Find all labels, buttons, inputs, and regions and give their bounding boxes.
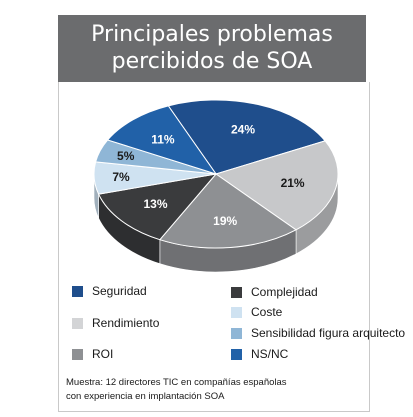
pie-label-ns-nc: 11%	[151, 132, 175, 146]
pie-label-complejidad: 13%	[143, 197, 167, 211]
legend-label: Sensibilidad figura arquitecto	[251, 326, 406, 340]
chart-title-line-1: Principales problemas	[91, 22, 333, 47]
legend-swatch	[72, 285, 83, 297]
legend-label: Coste	[251, 305, 283, 319]
legend-swatch	[72, 348, 83, 360]
legend-item-roi: ROI	[72, 346, 113, 362]
legend-item-complejidad: Complejidad	[231, 284, 318, 300]
legend-swatch	[72, 317, 83, 329]
pie-slice-roi	[158, 173, 297, 249]
legend-label: Complejidad	[251, 285, 318, 299]
legend-label: Rendimiento	[92, 316, 160, 330]
legend-swatch	[231, 306, 242, 318]
legend-item-nsnc: NS/NC	[231, 346, 288, 362]
legend-swatch	[231, 327, 242, 339]
pie-label-coste: 7%	[112, 170, 130, 184]
pie-chart: 24% 21% 19% 13% 7% 5% 11%	[93, 99, 339, 273]
legend-item-coste: Coste	[231, 304, 282, 320]
pie-label-roi: 19%	[213, 214, 237, 228]
legend-item-sensibilidad: Sensibilidad figura arquitecto	[231, 325, 405, 341]
legend-label: Seguridad	[92, 284, 147, 298]
legend-label: ROI	[92, 347, 114, 361]
pie-slice-complejidad	[97, 173, 218, 241]
sample-note-line-1: Muestra: 12 directores TIC en compañías …	[66, 377, 287, 388]
chart-title-line-2: percibidos de SOA	[111, 49, 313, 74]
pie-label-rendimiento: 21%	[281, 176, 305, 190]
sample-note-line-2: con experiencia en implantación SOA	[66, 391, 225, 402]
legend-item-rendimiento: Rendimiento	[72, 315, 159, 331]
legend-item-seguridad: Seguridad	[72, 283, 147, 299]
pie-slice-rendimiento	[214, 140, 339, 231]
chart-card	[58, 82, 370, 412]
pie-label-sensibilidad-figura-arquitecto: 5%	[117, 149, 135, 163]
legend-swatch	[231, 348, 242, 360]
chart-title: Principales problemas percibidos de SOA	[58, 15, 366, 82]
legend-label: NS/NC	[251, 347, 289, 361]
pie-label-seguridad: 24%	[231, 123, 255, 137]
legend-swatch	[231, 286, 242, 298]
sample-note: Muestra: 12 directores TIC en compañías …	[66, 376, 366, 404]
pie-slice-seguridad	[167, 99, 326, 175]
pie-slice-ns-nc	[106, 105, 218, 175]
